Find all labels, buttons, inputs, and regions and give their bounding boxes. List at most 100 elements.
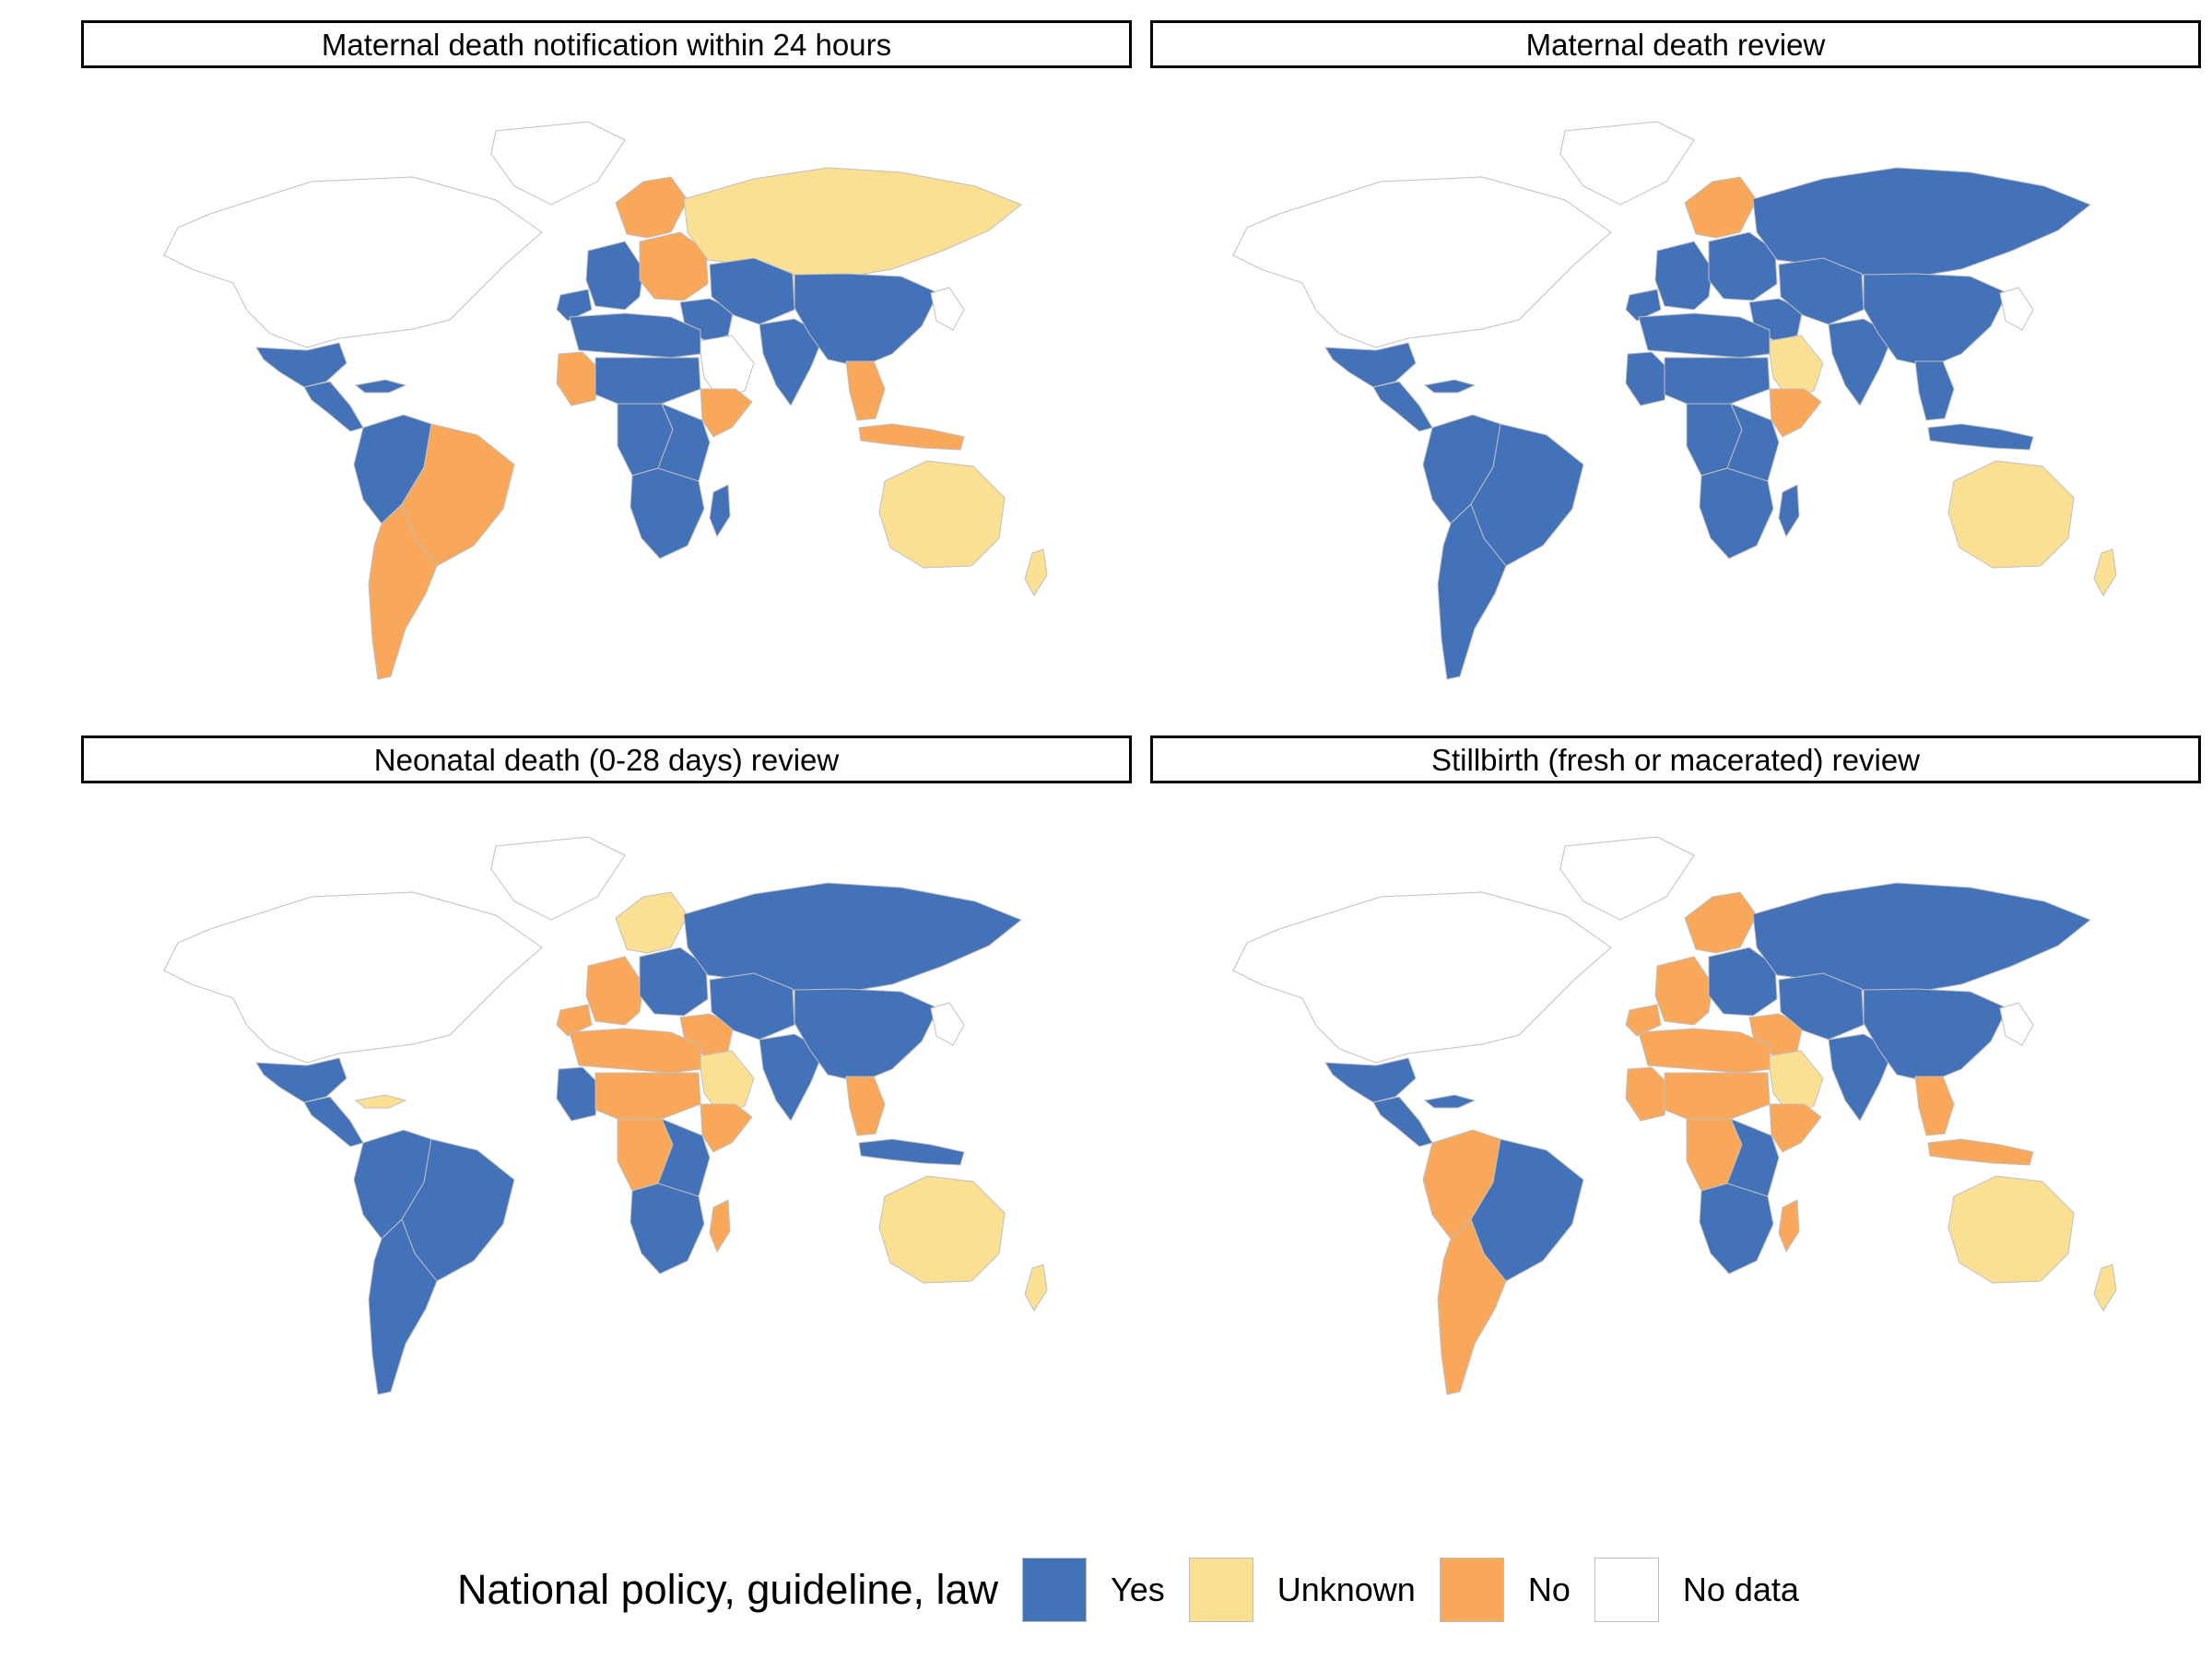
legend-label-no: No xyxy=(1527,1571,1571,1608)
panel-title: Neonatal death (0-28 days) review xyxy=(81,735,1132,783)
legend-key-unknown xyxy=(1188,1558,1253,1622)
world-map xyxy=(163,836,1048,1395)
region-western-europe xyxy=(1654,956,1713,1026)
region-brazil xyxy=(401,1138,515,1282)
legend-label-unknown: Unknown xyxy=(1277,1571,1416,1608)
region-central-america xyxy=(303,1096,364,1147)
region-caribbean xyxy=(1423,1094,1477,1109)
region-north-america xyxy=(163,891,543,1064)
region-sahel xyxy=(1664,1072,1771,1120)
region-southern-africa xyxy=(1699,1182,1774,1275)
map-panel-1: Maternal death notification within 24 ho… xyxy=(81,20,1132,721)
region-north-africa xyxy=(569,312,701,359)
region-iberia xyxy=(556,1004,593,1037)
region-russia xyxy=(683,167,1022,279)
region-western-europe xyxy=(585,241,644,311)
region-iberia xyxy=(1625,1004,1662,1037)
region-scandinavia xyxy=(615,176,688,239)
region-central-asia xyxy=(1778,972,1865,1041)
region-russia xyxy=(1752,167,2091,279)
region-central-asia xyxy=(709,972,795,1041)
map-panel-2: Maternal death review xyxy=(1150,20,2201,721)
panel-title: Maternal death notification within 24 ho… xyxy=(81,20,1132,68)
region-horn-of-africa xyxy=(700,388,753,438)
region-south-asia xyxy=(759,318,825,406)
region-arabia xyxy=(1767,1050,1824,1116)
region-caribbean xyxy=(1423,379,1477,394)
legend-key-no xyxy=(1439,1558,1504,1622)
panel-title: Maternal death review xyxy=(1150,20,2201,68)
region-horn-of-africa xyxy=(1769,388,1822,438)
region-china xyxy=(794,988,939,1083)
region-southern-africa xyxy=(1699,467,1774,559)
map-panel-4: Stillbirth (fresh or macerated) review xyxy=(1150,735,2201,1436)
region-eastern-europe xyxy=(1708,947,1778,1017)
region-indonesia xyxy=(858,1138,965,1166)
region-madagascar xyxy=(709,484,731,538)
region-west-africa-inland xyxy=(1625,351,1669,406)
region-caribbean xyxy=(354,379,407,394)
region-indonesia xyxy=(858,423,965,451)
region-brazil xyxy=(1470,423,1584,567)
region-australia xyxy=(878,1175,1006,1284)
region-eastern-europe xyxy=(639,947,709,1017)
region-brazil xyxy=(401,423,515,567)
region-southern-africa xyxy=(629,467,705,559)
region-greenland xyxy=(490,121,626,206)
region-madagascar xyxy=(709,1199,731,1253)
region-north-america xyxy=(1232,176,1612,348)
region-indonesia xyxy=(1927,423,2034,451)
region-mexico xyxy=(1324,1057,1417,1103)
region-central-america xyxy=(1372,1096,1433,1147)
region-russia xyxy=(683,882,1022,994)
region-scandinavia xyxy=(1684,891,1758,954)
region-greenland xyxy=(490,836,626,921)
region-brazil xyxy=(1470,1138,1584,1282)
region-china xyxy=(1863,273,2008,368)
region-horn-of-africa xyxy=(1769,1103,1822,1153)
region-north-africa xyxy=(1638,312,1771,359)
region-horn-of-africa xyxy=(700,1103,753,1153)
region-new-zealand xyxy=(2093,1264,2117,1312)
map-panel-3: Neonatal death (0-28 days) review xyxy=(81,735,1132,1436)
world-map xyxy=(1232,121,2117,680)
region-western-europe xyxy=(1654,241,1713,311)
region-australia xyxy=(1947,460,2075,569)
region-north-africa xyxy=(569,1028,701,1074)
region-southeast-asia xyxy=(845,1076,886,1136)
legend-title: National policy, guideline, law xyxy=(457,1566,998,1613)
region-north-africa xyxy=(1638,1028,1771,1074)
region-japan-korea xyxy=(1999,1002,2034,1046)
region-indonesia xyxy=(1927,1138,2034,1166)
region-southern-cone xyxy=(1437,503,1507,680)
region-madagascar xyxy=(1778,1199,1800,1253)
region-greenland xyxy=(1559,836,1695,921)
region-madagascar xyxy=(1778,484,1800,538)
region-sahel xyxy=(594,357,701,405)
region-central-asia xyxy=(1778,257,1865,325)
region-south-asia xyxy=(1828,1033,1894,1122)
map-legend: National policy, guideline, law Yes Unkn… xyxy=(457,1556,1823,1624)
region-iberia xyxy=(556,288,593,322)
region-mexico xyxy=(1324,342,1417,388)
legend-label-no-data: No data xyxy=(1682,1571,1799,1608)
region-arabia xyxy=(698,335,755,401)
region-russia xyxy=(1752,882,2091,994)
region-southeast-asia xyxy=(1914,360,1955,421)
region-sahel xyxy=(594,1072,701,1120)
region-sahel xyxy=(1664,357,1771,405)
region-south-asia xyxy=(1828,318,1894,406)
region-west-africa-inland xyxy=(556,351,600,406)
region-australia xyxy=(878,460,1006,569)
region-western-europe xyxy=(585,956,644,1026)
region-southern-cone xyxy=(368,503,438,680)
region-southern-cone xyxy=(1437,1218,1507,1395)
region-new-zealand xyxy=(1024,1264,1048,1312)
region-scandinavia xyxy=(615,891,688,954)
region-southeast-asia xyxy=(845,360,886,421)
region-west-africa-inland xyxy=(1625,1066,1669,1122)
region-china xyxy=(1863,988,2008,1083)
region-eastern-europe xyxy=(639,231,709,301)
region-japan-korea xyxy=(930,287,965,331)
region-central-america xyxy=(1372,381,1433,432)
